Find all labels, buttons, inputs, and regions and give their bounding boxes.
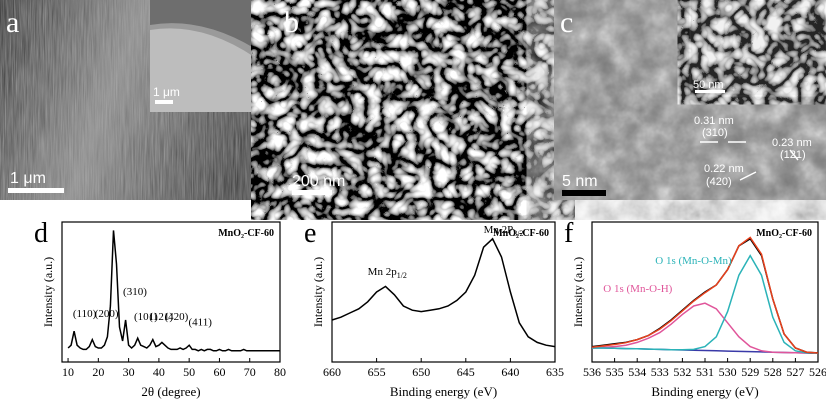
x-tick-label: 535 (606, 365, 624, 379)
x-tick-label: 532 (673, 365, 691, 379)
annotation: (420) (164, 311, 188, 323)
x-tick-label: 533 (651, 365, 669, 379)
scale-bar-label: 50 nm (693, 79, 724, 91)
annotation: (420) (706, 176, 732, 188)
annotation: (310) (702, 127, 728, 139)
scale-bar (292, 190, 332, 195)
annotation-text: (101) (134, 311, 158, 323)
annotation-text: (121) (149, 311, 173, 323)
x-tick-label: 80 (274, 365, 286, 379)
panel-label: e (304, 218, 316, 249)
annotation-text: (310) (123, 286, 147, 298)
annotation: O 1s (Mn-O-H) (603, 283, 672, 295)
panel-label: d (34, 218, 48, 249)
annotation-sub: 3/2 (513, 229, 523, 238)
annotation: (101) (134, 311, 158, 323)
scale-bar (155, 100, 173, 104)
x-tick-label: 536 (583, 365, 601, 379)
y-axis-label: Intensity (a.u.) (41, 257, 55, 327)
x-tick-label: 531 (696, 365, 714, 379)
annotation: (110) (73, 308, 97, 320)
annotation-text: (420) (164, 311, 188, 323)
x-tick-label: 40 (153, 365, 165, 379)
annotation: (310) (123, 286, 147, 298)
x-axis-label: 2θ (degree) (141, 384, 200, 399)
annotation: (200) (95, 308, 119, 320)
scale-bar (562, 190, 606, 196)
scale-bar (695, 90, 725, 93)
panel-label: b (284, 6, 299, 39)
x-tick-label: 660 (323, 365, 341, 379)
x-tick-label: 534 (628, 365, 646, 379)
x-axis-label: Binding energy (eV) (651, 384, 758, 399)
panel-label: c (560, 6, 573, 39)
chart-title: MnO₂-CF-60 (756, 228, 812, 239)
annotation: (411) (188, 317, 212, 329)
chart-title: MnO₂-CF-60 (218, 228, 274, 239)
x-tick-label: 528 (764, 365, 782, 379)
x-tick-label: 30 (123, 365, 135, 379)
x-tick-label: 530 (719, 365, 737, 379)
panel-label: a (6, 6, 19, 39)
x-tick-label: 20 (92, 365, 104, 379)
annotation: 0.31 nm (694, 115, 734, 127)
x-tick-label: 635 (546, 365, 564, 379)
x-tick-label: 650 (412, 365, 430, 379)
annotation-text: (411) (188, 317, 212, 329)
x-tick-label: 527 (786, 365, 804, 379)
data-line (591, 302, 819, 355)
x-tick-label: 526 (809, 365, 826, 379)
annotation: Mn 2P3/2 (484, 224, 524, 238)
x-tick-label: 60 (213, 365, 225, 379)
data-line (67, 230, 280, 352)
x-tick-label: 50 (183, 365, 195, 379)
annotation-sub: 1/2 (397, 271, 407, 280)
plot-frame (61, 221, 281, 363)
annotation: (121) (780, 149, 806, 161)
micrograph-b (278, 0, 548, 200)
x-tick-label: 645 (457, 365, 475, 379)
scale-bar-label: 5 nm (562, 173, 598, 190)
annotation-text: Mn 2p (368, 266, 398, 278)
annotation: O 1s (Mn-O-Mn) (655, 255, 732, 267)
y-axis-label: Intensity (a.u.) (571, 257, 585, 327)
annotation-text: (110) (73, 308, 97, 320)
annotation: (121) (149, 311, 173, 323)
data-line (592, 254, 819, 355)
data-line (331, 237, 556, 348)
scale-bar-label: 200 nm (292, 173, 345, 190)
scale-bar (8, 188, 64, 193)
annotation-text: O 1s (Mn-O-Mn) (655, 255, 732, 267)
annotation-text: (200) (95, 308, 119, 320)
annotation: 0.22 nm (704, 163, 744, 175)
scale-bar-label: 1 μm (10, 170, 46, 187)
scale-bar-label: 1 μm (153, 85, 180, 99)
x-tick-label: 529 (741, 365, 759, 379)
annotation-text: Mn 2P (484, 224, 514, 236)
panel-label: f (564, 218, 574, 249)
y-axis-label: Intensity (a.u.) (311, 257, 325, 327)
x-tick-label: 10 (62, 365, 74, 379)
chart-title: MnO₂-CF-60 (493, 228, 549, 239)
plot-frame (331, 221, 556, 363)
annotation: 0.23 nm (772, 137, 812, 149)
x-tick-label: 640 (501, 365, 519, 379)
data-line (591, 236, 819, 354)
micrograph-a (0, 0, 272, 200)
annotation: Mn 2p1/2 (368, 266, 407, 280)
x-tick-label: 655 (368, 365, 386, 379)
micrograph-c (554, 0, 826, 200)
x-axis-label: Binding energy (eV) (390, 384, 497, 399)
lattice-arrows (700, 141, 799, 181)
x-tick-label: 70 (244, 365, 256, 379)
annotation-text: O 1s (Mn-O-H) (603, 283, 672, 295)
